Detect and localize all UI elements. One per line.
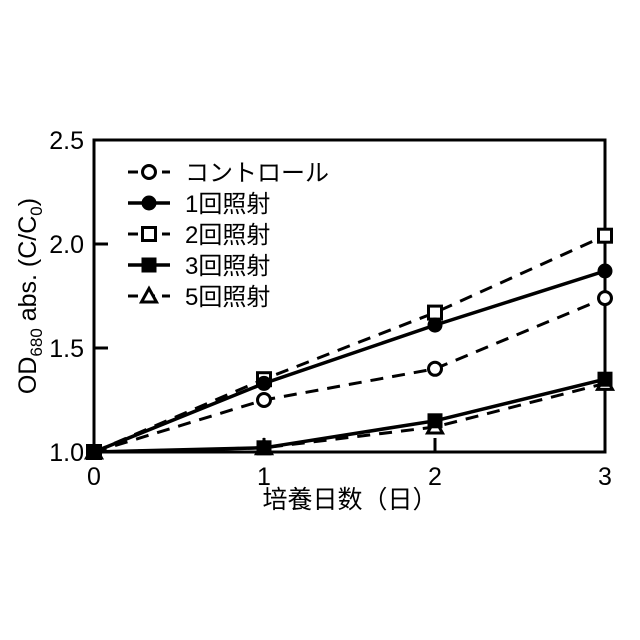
y-axis-title-main1: OD (14, 357, 42, 395)
x-tick-label-2: 2 (428, 463, 442, 491)
y-axis-title: OD680 abs. (C/C0) (14, 198, 46, 394)
x-tick-label-1: 1 (257, 463, 271, 491)
series-line-3kai (93, 377, 606, 454)
series-line-2kai (93, 234, 606, 454)
series-line-1kai (93, 269, 606, 454)
legend-item-control[interactable]: コントロール (128, 160, 329, 187)
legend-item-3kai[interactable]: 3回照射 (128, 253, 270, 280)
legend: コントロール 1回照射 2回照射 3回照射 (128, 160, 329, 311)
legend-item-2kai[interactable]: 2回照射 (128, 222, 270, 249)
svg-text:OD680 abs. (C/C0): OD680 abs. (C/C0) (14, 198, 46, 394)
open-circle-icon (141, 164, 157, 180)
series-line-5kai (93, 381, 606, 454)
x-tick-label-0: 0 (87, 463, 101, 491)
series-markers-3kai (86, 371, 613, 460)
legend-item-1kai[interactable]: 1回照射 (128, 191, 270, 218)
filled-circle-icon (141, 195, 157, 211)
legend-item-5kai[interactable]: 5回照射 (128, 284, 270, 311)
filled-square-icon (141, 257, 157, 273)
y-tick-label-1.0: 1.0 (49, 439, 84, 467)
legend-label-3kai: 3回照射 (185, 253, 270, 280)
legend-label-5kai: 5回照射 (185, 284, 270, 311)
legend-label-2kai: 2回照射 (185, 222, 270, 249)
y-tick-label-2.5: 2.5 (49, 127, 84, 155)
y-axis-title-sub1: 680 (27, 328, 46, 356)
legend-label-control: コントロール (185, 160, 329, 187)
y-axis-title-sub2: 0 (27, 206, 46, 215)
open-triangle-icon (138, 285, 160, 304)
y-axis-title-main3: ) (14, 198, 42, 206)
x-axis-title: 培養日数（日） (262, 486, 437, 514)
series-line-control (93, 296, 606, 454)
open-square-icon (141, 226, 157, 242)
legend-label-1kai: 1回照射 (185, 191, 270, 218)
y-tick-label-2.0: 2.0 (49, 231, 84, 259)
y-tick-label-1.5: 1.5 (49, 335, 84, 363)
y-axis-title-main2: abs. (C/C (14, 216, 42, 329)
x-tick-label-3: 3 (598, 463, 612, 491)
